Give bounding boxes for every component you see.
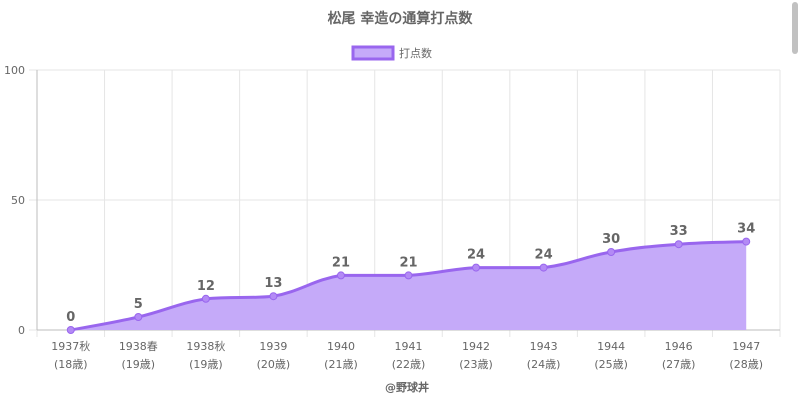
x-tick-label: (25歳) xyxy=(594,358,628,371)
x-tick-label: (24歳) xyxy=(527,358,561,371)
credit-text: @野球丼 xyxy=(385,380,429,394)
legend-swatch xyxy=(351,45,395,61)
data-label: 0 xyxy=(66,310,75,325)
legend-label: 打点数 xyxy=(399,46,432,60)
data-label: 24 xyxy=(467,248,485,263)
data-point[interactable] xyxy=(742,237,751,246)
series-area xyxy=(70,241,747,330)
x-tick-label: 1944 xyxy=(597,340,625,353)
x-tick-label: (18歳) xyxy=(54,358,88,371)
x-tick-label: (19歳) xyxy=(189,358,223,371)
x-tick-label: (19歳) xyxy=(122,358,156,371)
y-tick-label: 50 xyxy=(11,194,25,207)
x-tick-label: (22歳) xyxy=(392,358,426,371)
y-tick-label: 0 xyxy=(18,324,25,337)
scrollbar[interactable] xyxy=(792,2,798,54)
data-point[interactable] xyxy=(404,271,413,280)
legend[interactable]: 打点数 xyxy=(351,45,432,61)
x-tick-label: (23歳) xyxy=(459,358,493,371)
data-point[interactable] xyxy=(607,248,616,256)
y-tick-label: 100 xyxy=(4,64,25,77)
x-tick-label: (21歳) xyxy=(324,358,358,371)
data-point[interactable] xyxy=(66,326,75,334)
x-tick-label: 1938秋 xyxy=(186,339,225,353)
x-tick-label: 1942 xyxy=(462,340,490,353)
x-tick-label: (27歳) xyxy=(662,358,696,371)
y-axis: 0 50 100 xyxy=(4,64,38,337)
data-label: 34 xyxy=(737,222,755,237)
data-point[interactable] xyxy=(134,313,143,321)
data-point[interactable] xyxy=(674,240,683,249)
data-label: 30 xyxy=(602,232,620,247)
x-tick-label: 1938春 xyxy=(119,340,158,353)
chart-title: 松尾 幸造の通算打点数 xyxy=(328,10,474,27)
data-point[interactable] xyxy=(201,294,210,303)
data-label: 5 xyxy=(134,297,143,312)
data-point[interactable] xyxy=(269,292,278,301)
data-point[interactable] xyxy=(472,263,481,272)
data-label: 33 xyxy=(670,224,688,239)
x-tick-label: (28歳) xyxy=(729,358,763,371)
data-label: 12 xyxy=(197,279,215,294)
x-tick-label: 1939 xyxy=(259,340,287,353)
x-axis: 1937秋 (18歳) 1938春 (19歳) 1938秋 (19歳) 1939 (20歳) 1… xyxy=(37,329,780,371)
x-tick-label: 1947 xyxy=(732,340,760,353)
data-label: 21 xyxy=(399,255,417,270)
x-tick-label: 1941 xyxy=(395,340,423,353)
data-label: 24 xyxy=(535,248,553,263)
x-tick-label: 1940 xyxy=(327,340,355,353)
data-label: 13 xyxy=(264,276,282,291)
data-points xyxy=(66,237,751,334)
data-labels: 0 5 12 13 21 21 24 24 30 33 34 xyxy=(66,222,755,325)
x-tick-label: 1946 xyxy=(665,340,693,353)
data-point[interactable] xyxy=(539,263,548,272)
data-label: 21 xyxy=(332,255,350,270)
data-point[interactable] xyxy=(336,271,345,280)
x-tick-label: (20歳) xyxy=(257,358,291,371)
x-tick-label: 1937秋 xyxy=(51,339,90,353)
x-tick-label: 1943 xyxy=(530,340,558,353)
